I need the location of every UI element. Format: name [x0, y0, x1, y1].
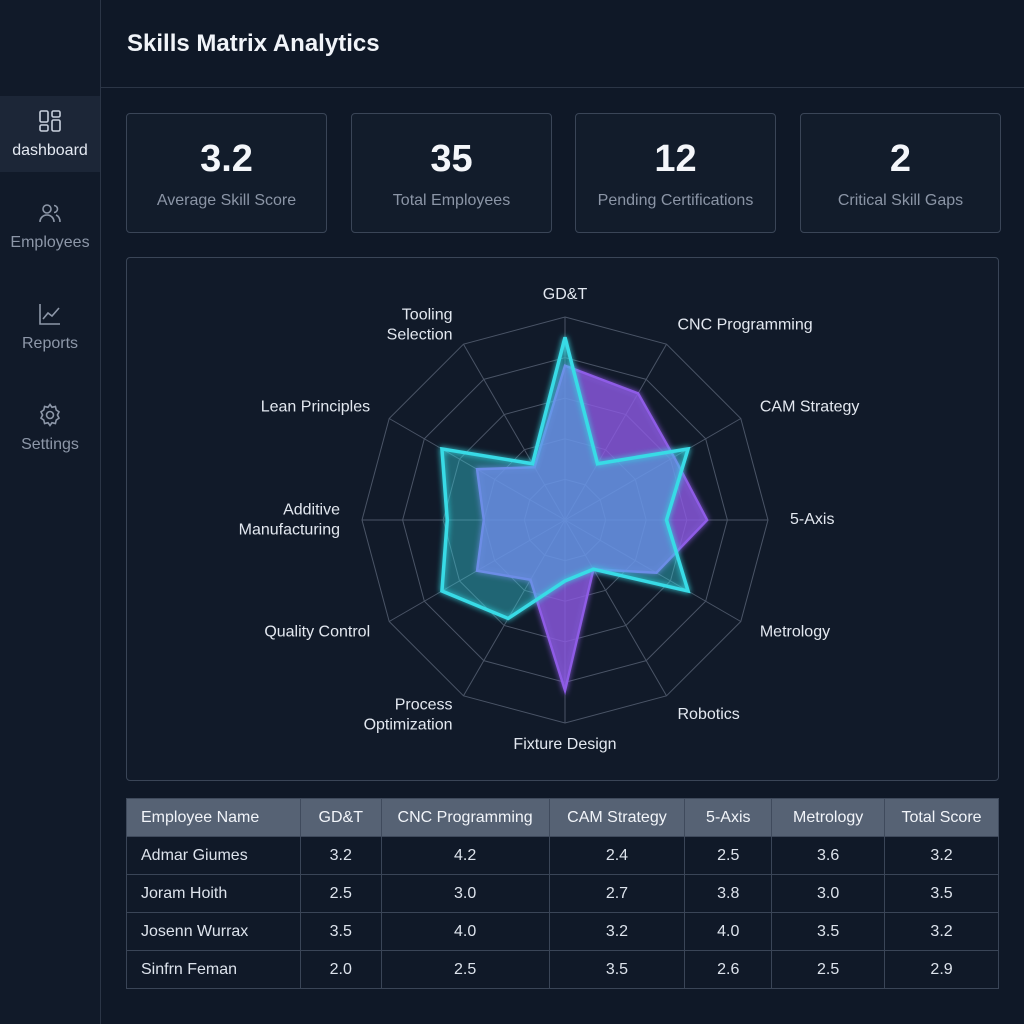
table-row[interactable]: Joram Hoith 2.5 3.0 2.7 3.8 3.0 3.5	[126, 874, 999, 913]
table-cell: 4.2	[380, 836, 550, 875]
radar-chart-panel: GD&T CNC Programming CAM Strategy 5-Axis Met…	[126, 257, 999, 781]
kpi-caption: Average Skill Score	[156, 192, 297, 209]
table-cell: 3.8	[684, 874, 773, 913]
table-cell: 2.5	[299, 874, 382, 913]
table-cell: 3.5	[771, 912, 886, 951]
radar-series-2	[440, 336, 691, 621]
table-cell: 3.2	[548, 912, 686, 951]
page-title: Skills Matrix Analytics	[127, 30, 380, 57]
column-header[interactable]: Total Score	[884, 798, 999, 837]
table-cell: Josenn Wurrax	[126, 912, 301, 951]
table-cell: 2.6	[684, 950, 773, 989]
kpi-card-total-employees[interactable]: 35 Total Employees	[351, 113, 552, 233]
table-cell: 4.0	[380, 912, 550, 951]
column-header[interactable]: CAM Strategy	[548, 798, 686, 837]
header: Skills Matrix Analytics	[101, 0, 1024, 88]
sidebar-item-label: Reports	[21, 335, 79, 352]
table-cell: 2.5	[380, 950, 550, 989]
kpi-value: 2	[889, 138, 912, 180]
axis-label: CAM Strategy	[760, 399, 860, 416]
table-cell: 4.0	[684, 912, 773, 951]
sidebar-item-dashboard[interactable]: dashboard	[0, 96, 100, 172]
axis-label: Process Optimization	[364, 696, 453, 733]
sidebar-item-label: Employees	[10, 234, 90, 251]
table-cell: Admar Giumes	[126, 836, 301, 875]
axis-label: Fixture Design	[513, 736, 616, 753]
skills-table: Employee Name GD&T CNC Programming CAM S…	[126, 798, 999, 989]
table-cell: 2.7	[548, 874, 686, 913]
table-cell: 3.0	[380, 874, 550, 913]
table-cell: 2.0	[299, 950, 382, 989]
table-cell: 3.2	[884, 912, 999, 951]
table-cell: 3.5	[548, 950, 686, 989]
kpi-value: 12	[654, 138, 697, 180]
table-cell: 2.9	[884, 950, 999, 989]
kpi-card-critical-skill-gaps[interactable]: 2 Critical Skill Gaps	[800, 113, 1001, 233]
kpi-value: 35	[430, 138, 473, 180]
kpi-caption: Total Employees	[392, 192, 511, 209]
column-header[interactable]: Metrology	[771, 798, 886, 837]
axis-label: CNC Programming	[678, 316, 813, 333]
gear-icon	[39, 403, 61, 427]
table-row[interactable]: Admar Giumes 3.2 4.2 2.4 2.5 3.6 3.2	[126, 836, 999, 875]
axis-label: Additive Manufacturing	[239, 502, 340, 539]
chart-line-icon	[39, 304, 60, 325]
kpi-caption: Pending Certifications	[597, 192, 754, 209]
column-header[interactable]: GD&T	[299, 798, 382, 837]
table-cell: 3.2	[299, 836, 382, 875]
sidebar-item-employees[interactable]: Employees	[0, 188, 100, 264]
axis-label: Metrology	[760, 624, 830, 641]
column-header[interactable]: CNC Programming	[380, 798, 550, 837]
sidebar-item-reports[interactable]: Reports	[0, 289, 100, 365]
kpi-value: 3.2	[200, 138, 253, 180]
table-row[interactable]: Josenn Wurrax 3.5 4.0 3.2 4.0 3.5 3.2	[126, 912, 999, 951]
sidebar-item-label: Settings	[21, 436, 79, 453]
kpi-card-average-skill-score[interactable]: 3.2 Average Skill Score	[126, 113, 327, 233]
axis-label: GD&T	[543, 286, 588, 303]
table-cell: 3.5	[884, 874, 999, 913]
table-cell: 2.4	[548, 836, 686, 875]
table-cell: 2.5	[684, 836, 773, 875]
table-cell: Sinfrn Feman	[126, 950, 301, 989]
table-cell: 2.5	[771, 950, 886, 989]
axis-label: Lean Principles	[261, 399, 370, 416]
axis-label: Robotics	[678, 706, 740, 723]
table-cell: 3.6	[771, 836, 886, 875]
axis-label: Tooling Selection	[387, 307, 453, 344]
table-cell: 3.5	[299, 912, 382, 951]
sidebar-item-settings[interactable]: Settings	[0, 390, 100, 466]
radar-chart: GD&T CNC Programming CAM Strategy 5-Axis Met…	[239, 286, 860, 753]
sidebar-item-label: dashboard	[12, 142, 88, 159]
kpi-card-pending-certifications[interactable]: 12 Pending Certifications	[575, 113, 776, 233]
kpi-caption: Critical Skill Gaps	[837, 192, 964, 209]
table-cell: 3.0	[771, 874, 886, 913]
dashboard-icon	[39, 110, 61, 132]
sidebar: dashboard Employees Reports Settings	[0, 0, 101, 1024]
table-cell: 3.2	[884, 836, 999, 875]
table-cell: Joram Hoith	[126, 874, 301, 913]
axis-label: 5-Axis	[790, 511, 834, 528]
axis-label: Quality Control	[264, 624, 370, 641]
column-header[interactable]: Employee Name	[126, 798, 301, 837]
users-icon	[39, 204, 61, 223]
table-header-row: Employee Name GD&T CNC Programming CAM S…	[126, 798, 999, 837]
table-row[interactable]: Sinfrn Feman 2.0 2.5 3.5 2.6 2.5 2.9	[126, 950, 999, 989]
column-header[interactable]: 5-Axis	[684, 798, 773, 837]
